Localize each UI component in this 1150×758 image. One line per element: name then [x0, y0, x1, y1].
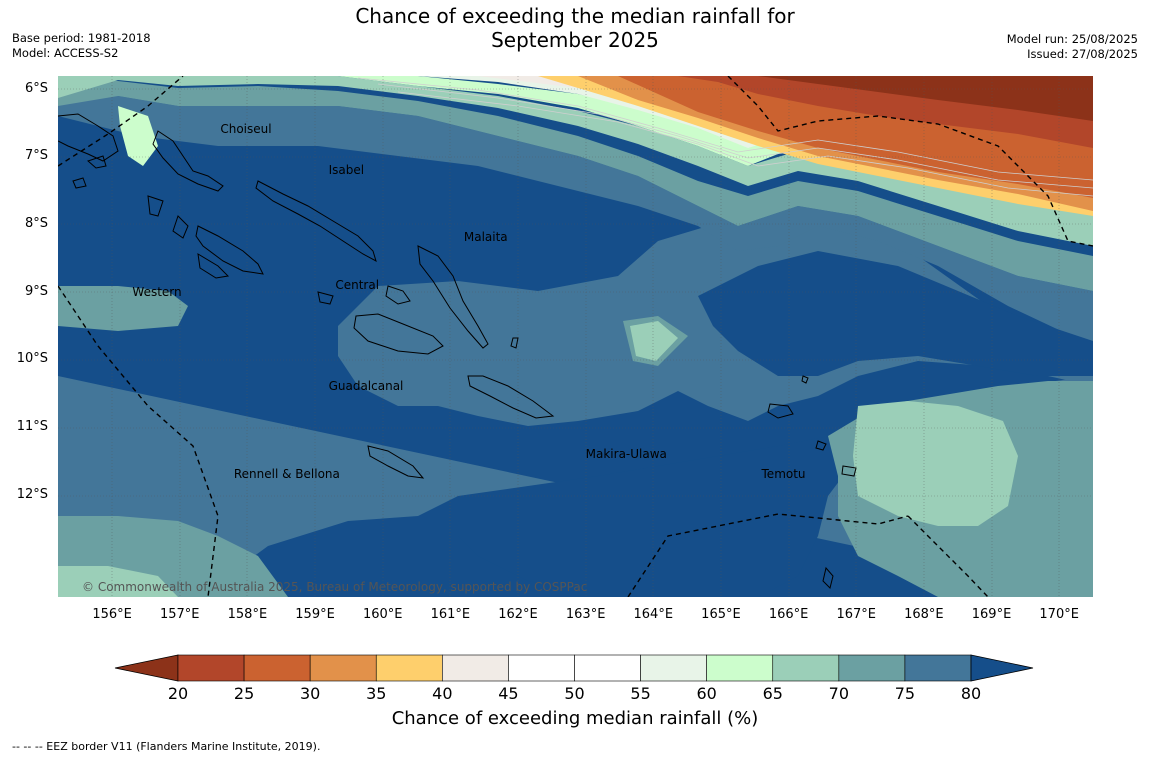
band-65-center	[630, 321, 678, 361]
place-label: Temotu	[761, 467, 806, 482]
colorbar-bin	[904, 654, 972, 682]
meta-right: Model run: 25/08/2025 Issued: 27/08/2025	[1007, 32, 1138, 62]
band-60-west	[118, 106, 158, 166]
meta-left: Base period: 1981-2018 Model: ACCESS-S2	[12, 31, 151, 61]
longitude-tick-label: 157°E	[159, 607, 200, 622]
longitude-tick-label: 166°E	[768, 607, 809, 622]
place-label: Isabel	[328, 162, 365, 177]
colorbar-extend-low	[114, 654, 179, 682]
place-label: Central	[335, 277, 380, 292]
model-name: Model: ACCESS-S2	[12, 46, 119, 60]
eez-borders	[58, 76, 1093, 597]
place-label: Makira-Ulawa	[585, 446, 667, 461]
colorbar-bin	[375, 654, 443, 682]
colorbar-bin	[838, 654, 906, 682]
latitude-tick-label: 12°S	[16, 486, 48, 502]
band-65-southwest	[58, 566, 178, 597]
latitude-tick-label: 7°S	[24, 148, 48, 164]
colorbar-title: Chance of exceeding median rainfall (%)	[391, 708, 759, 729]
colorbar-bin	[772, 654, 840, 682]
longitude-tick-label: 170°E	[1039, 607, 1079, 622]
band-70-north	[58, 76, 1093, 291]
latitude-tick-label: 10°S	[16, 351, 48, 367]
eez-footnote: -- -- -- EEZ border V11 (Flanders Marine…	[12, 740, 321, 753]
longitude-tick-label: 158°E	[227, 607, 268, 622]
latitude-tick-label: 11°S	[16, 418, 48, 434]
colorbar-tick-label: 45	[498, 684, 519, 703]
colorbar-tick-label: 20	[167, 684, 189, 703]
base-period: Base period: 1981-2018	[12, 31, 151, 45]
colorbar-bin	[574, 654, 641, 682]
model-run: Model run: 25/08/2025	[1006, 32, 1138, 46]
longitude-tick-label: 156°E	[92, 607, 132, 622]
longitude-tick-label: 168°E	[904, 607, 944, 622]
band-80-south-pool	[458, 411, 938, 597]
longitude-tick-label: 161°E	[430, 607, 471, 622]
colorbar-bin	[243, 654, 311, 682]
place-label: Rennell & Bellona	[233, 467, 340, 482]
title-line-1: Chance of exceeding the median rainfall …	[355, 4, 795, 28]
contour-lines	[357, 77, 1093, 197]
longitude-tick-label: 167°E	[836, 607, 876, 622]
colorbar-tick-label: 80	[960, 684, 982, 703]
colorbar-tick-label: 35	[366, 684, 387, 703]
longitude-tick-label: 165°E	[701, 607, 741, 622]
place-label: Guadalcanal	[328, 379, 404, 394]
colorbar-bin	[706, 654, 774, 682]
colorbar-bin	[309, 654, 377, 682]
longitude-tick-label: 160°E	[362, 607, 403, 622]
latitude-tick-label: 8°S	[24, 215, 48, 231]
issued-date: Issued: 27/08/2025	[1027, 47, 1138, 61]
longitude-tick-label: 164°E	[633, 607, 674, 622]
place-label: Choiseul	[220, 122, 272, 137]
colorbar-bin	[508, 654, 575, 682]
map-panel: Choiseul Isabel Malaita Western Central Guada…	[58, 76, 1093, 597]
band-65-east-pool	[853, 401, 1018, 526]
colorbar-bin	[640, 654, 707, 682]
colorbar-tick-label: 70	[828, 684, 849, 703]
longitude-tick-label: 163°E	[565, 607, 606, 622]
longitude-tick-label: 169°E	[971, 607, 1012, 622]
colorbar-tick-label: 55	[630, 684, 651, 703]
colorbar-tick-label: 30	[299, 684, 321, 703]
islands	[58, 113, 857, 589]
colorbar-tick-label: 75	[894, 684, 916, 703]
latitude-tick-label: 9°S	[24, 283, 48, 299]
copyright-notice: © Commonwealth of Australia 2025, Bureau…	[82, 580, 588, 594]
colorbar	[114, 654, 1034, 682]
colorbar-bin	[177, 654, 245, 682]
band-80-east-pool	[698, 251, 1093, 376]
latitude-tick-label: 6°S	[24, 80, 48, 96]
place-label: Malaita	[463, 230, 508, 245]
colorbar-bin	[442, 654, 509, 682]
band-70-west	[58, 286, 188, 331]
colorbar-tick-label: 65	[762, 684, 783, 703]
place-label: Western	[132, 284, 182, 299]
title-line-2: September 2025	[491, 28, 659, 52]
longitude-tick-label: 159°E	[295, 607, 335, 622]
colorbar-tick-label: 60	[696, 684, 717, 703]
map-canvas	[58, 76, 1093, 597]
longitude-tick-label: 162°E	[498, 607, 538, 622]
band-20	[758, 76, 1093, 121]
colorbar-tick-label: 50	[564, 684, 585, 703]
colorbar-extend-high	[970, 654, 1034, 682]
colorbar-tick-label: 25	[233, 684, 255, 703]
colorbar-tick-label: 40	[432, 684, 453, 703]
band-75-upper	[58, 96, 1093, 346]
map-title: Chance of exceeding the median rainfall …	[0, 4, 1150, 52]
